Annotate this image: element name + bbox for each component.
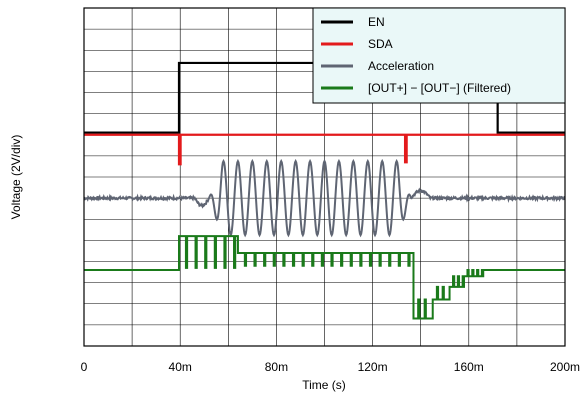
x-tick-label: 120m — [358, 360, 388, 374]
legend: EN SDA Acceleration [OUT+] − [OUT−] (Fil… — [312, 7, 566, 104]
x-tick-label: 80m — [265, 360, 288, 374]
x-tick-label: 40m — [169, 360, 192, 374]
legend-box — [312, 7, 566, 104]
trace-sda — [84, 133, 565, 166]
legend-label-acceleration: Acceleration — [368, 59, 434, 73]
trace-out-filtered — [84, 235, 565, 320]
x-tick-labels: 0 40m 80m 120m 160m 200m — [81, 360, 580, 374]
x-axis-label: Time (s) — [302, 378, 346, 392]
x-tick-label: 200m — [550, 360, 580, 374]
y-axis-label: Voltage (2V/div) — [9, 135, 23, 220]
x-tick-label: 160m — [454, 360, 484, 374]
legend-label-out-filtered: [OUT+] − [OUT−] (Filtered) — [368, 81, 511, 95]
trace-acceleration — [83, 158, 566, 238]
legend-label-en: EN — [368, 15, 385, 29]
x-tick-label: 0 — [81, 360, 88, 374]
legend-label-sda: SDA — [368, 37, 393, 51]
